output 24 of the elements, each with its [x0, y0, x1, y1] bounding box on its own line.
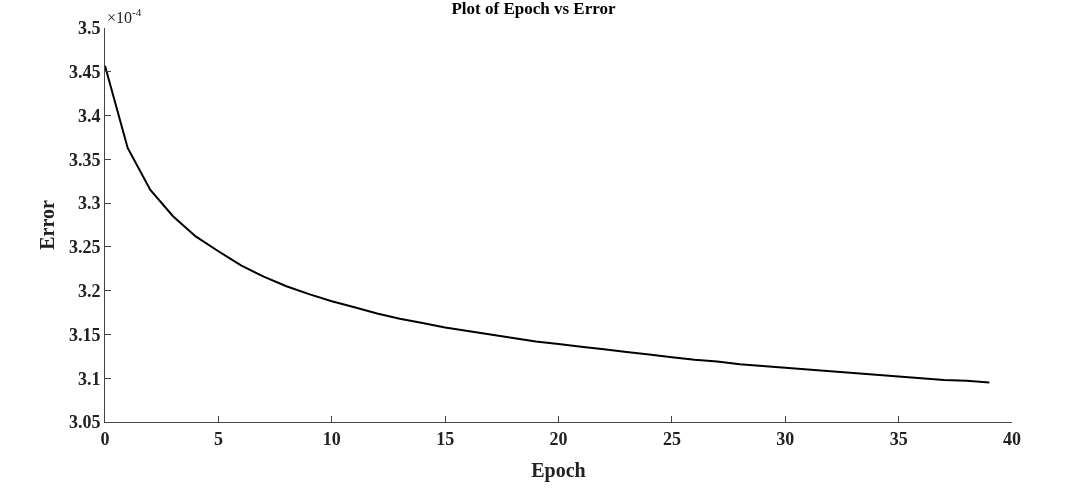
- x-tick-label: 40: [1003, 428, 1021, 449]
- y-tick-label: 3.35: [68, 149, 101, 170]
- y-tick-label: 3.45: [68, 62, 101, 83]
- x-tick-label: 35: [889, 428, 908, 449]
- line-series: [105, 64, 991, 384]
- x-tick-label: 30: [776, 428, 795, 449]
- x-tick-label: 5: [213, 428, 223, 449]
- y-tick-label: 3.5: [77, 18, 101, 39]
- y-tick-label: 3.4: [77, 105, 101, 126]
- y-tick-label: 3.15: [68, 324, 101, 345]
- x-tick-label: 15: [436, 428, 455, 449]
- y-tick-label: 3.1: [77, 368, 101, 389]
- text: ×10$^{-4}$: [107, 6, 142, 26]
- x-tick-label: 10: [322, 428, 341, 449]
- x-tick-label: 25: [662, 428, 681, 449]
- x-axis-title: Epoch: [531, 459, 586, 483]
- y-tick-label: 3.3: [77, 193, 101, 214]
- y-axis-title: Error: [36, 200, 59, 250]
- y-tick-label: 3.05: [68, 412, 101, 433]
- y-tick-label: 3.2: [77, 280, 101, 301]
- x-tick-label: 0: [100, 428, 110, 449]
- chart-title: Plot of Epoch vs Error: [451, 0, 616, 19]
- x-tick-label: 20: [549, 428, 568, 449]
- y-tick-label: 3.25: [68, 237, 101, 258]
